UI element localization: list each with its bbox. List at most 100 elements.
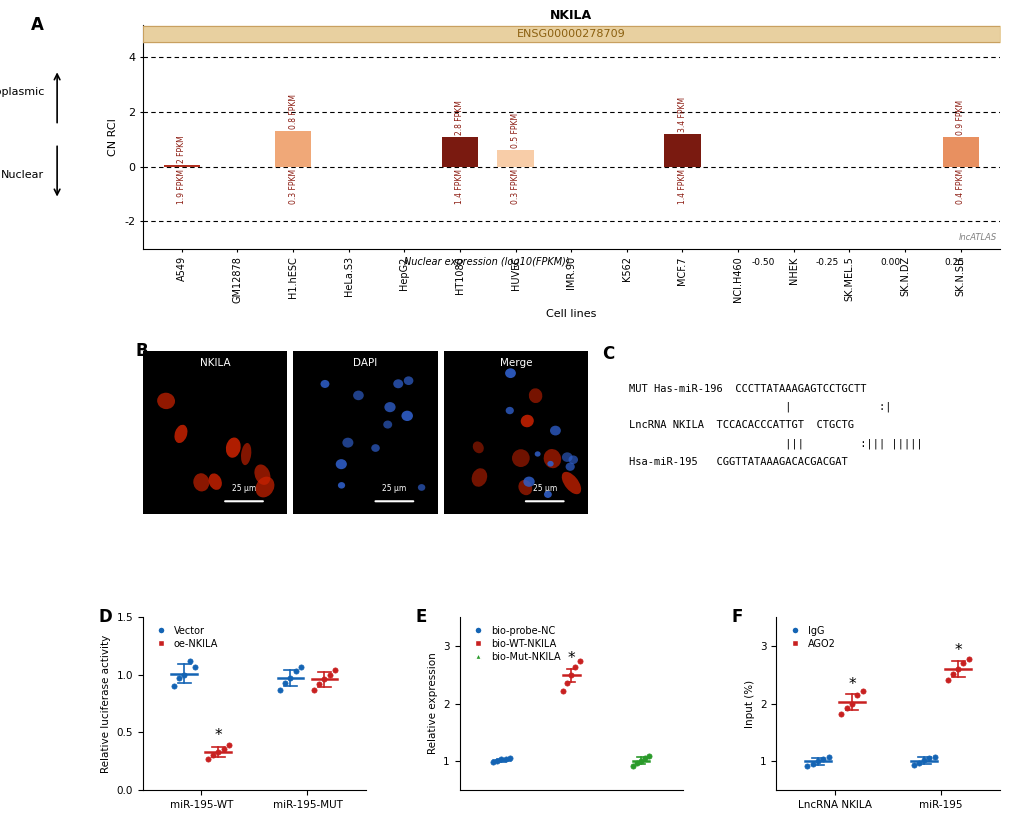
Point [287, 665, 304, 678]
Y-axis label: Input (%): Input (%) [744, 680, 754, 728]
Text: lncATLAS: lncATLAS [958, 233, 996, 242]
Text: 0.3 FPKM: 0.3 FPKM [511, 169, 520, 204]
Bar [854, 256, 876, 268]
Text: -0.25: -0.25 [815, 258, 839, 267]
Text: 2.8 FPKM: 2.8 FPKM [454, 100, 464, 134]
Point [955, 657, 971, 670]
Text: 0.5 FPKM: 0.5 FPKM [511, 113, 520, 148]
Ellipse shape [523, 477, 534, 487]
Text: *: * [567, 651, 575, 666]
Point [277, 677, 293, 690]
Ellipse shape [471, 468, 487, 486]
Text: D: D [98, 608, 112, 626]
Ellipse shape [342, 438, 353, 448]
Ellipse shape [337, 482, 344, 489]
Text: 25 μm: 25 μm [231, 484, 256, 493]
Point [554, 684, 571, 697]
Point [327, 663, 343, 677]
Point [636, 751, 652, 765]
Ellipse shape [240, 443, 251, 465]
Text: Nuclear: Nuclear [1, 170, 44, 179]
Text: *: * [954, 643, 961, 658]
Ellipse shape [547, 461, 553, 467]
Point [200, 752, 216, 765]
Ellipse shape [543, 491, 551, 498]
Point [571, 655, 587, 668]
Ellipse shape [383, 421, 392, 429]
Text: 0.25: 0.25 [943, 258, 963, 267]
Point [920, 751, 936, 765]
Ellipse shape [404, 376, 413, 385]
Text: 0.00: 0.00 [879, 258, 899, 267]
Ellipse shape [174, 425, 187, 443]
Ellipse shape [568, 455, 578, 464]
Point [833, 707, 849, 720]
Ellipse shape [320, 380, 329, 388]
Y-axis label: CN RCI: CN RCI [108, 118, 118, 156]
Point [804, 757, 820, 770]
Point [210, 746, 226, 759]
Bar [275, 131, 311, 167]
Ellipse shape [565, 463, 575, 471]
Text: ENSG00000278709: ENSG00000278709 [517, 30, 625, 40]
Point [497, 752, 514, 765]
Text: *: * [214, 728, 222, 743]
Bar [727, 256, 749, 268]
Point [292, 660, 309, 673]
Legend: IgG, AGO2: IgG, AGO2 [781, 622, 839, 653]
Text: 3.4 FPKM: 3.4 FPKM [678, 96, 687, 132]
Ellipse shape [401, 411, 413, 421]
Text: 2 FPKM: 2 FPKM [177, 136, 186, 163]
Point [798, 760, 814, 773]
Ellipse shape [521, 415, 533, 427]
Text: 1.4 FPKM: 1.4 FPKM [454, 169, 464, 204]
Point [938, 674, 955, 687]
Ellipse shape [256, 477, 274, 497]
Ellipse shape [543, 449, 560, 468]
Point [624, 760, 640, 773]
Point [905, 759, 921, 772]
Text: Nuclear expression (log10(FPKM)): Nuclear expression (log10(FPKM)) [404, 258, 570, 267]
Point [910, 756, 926, 770]
Point [944, 667, 960, 680]
Point [562, 668, 579, 681]
Point [493, 753, 510, 766]
Bar [163, 165, 200, 167]
Point [558, 677, 575, 690]
Ellipse shape [208, 473, 222, 490]
Ellipse shape [473, 441, 483, 453]
Legend: Vector, oe-NKILA: Vector, oe-NKILA [148, 622, 222, 653]
Y-axis label: Relative expression: Relative expression [427, 653, 437, 755]
Point [186, 660, 203, 673]
X-axis label: Cell lines: Cell lines [545, 309, 596, 319]
Bar [918, 256, 941, 268]
Text: NKILA: NKILA [549, 9, 592, 22]
Ellipse shape [504, 369, 516, 378]
Point [501, 751, 518, 765]
Point [311, 677, 327, 690]
Bar [441, 137, 478, 167]
Point [819, 751, 836, 764]
Point [181, 654, 198, 667]
Text: Merge: Merge [499, 358, 532, 368]
Ellipse shape [194, 473, 209, 491]
Bar [497, 151, 533, 167]
Point [215, 742, 231, 756]
Point [567, 661, 583, 674]
Text: 0.3 FPKM: 0.3 FPKM [288, 169, 298, 204]
Bar [663, 134, 700, 167]
Y-axis label: Relative luciferase activity: Relative luciferase activity [101, 635, 111, 773]
Point [949, 663, 965, 676]
Ellipse shape [561, 453, 572, 462]
Point [848, 688, 864, 701]
Ellipse shape [561, 472, 581, 495]
Ellipse shape [518, 480, 532, 495]
Text: 25 μm: 25 μm [382, 484, 407, 493]
Text: DAPI: DAPI [353, 358, 377, 368]
Point [165, 680, 181, 693]
Text: 1.4 FPKM: 1.4 FPKM [678, 169, 687, 204]
Ellipse shape [335, 459, 346, 469]
Text: E: E [415, 608, 426, 626]
Ellipse shape [534, 451, 540, 457]
Text: Cytoplasmic: Cytoplasmic [0, 87, 44, 97]
